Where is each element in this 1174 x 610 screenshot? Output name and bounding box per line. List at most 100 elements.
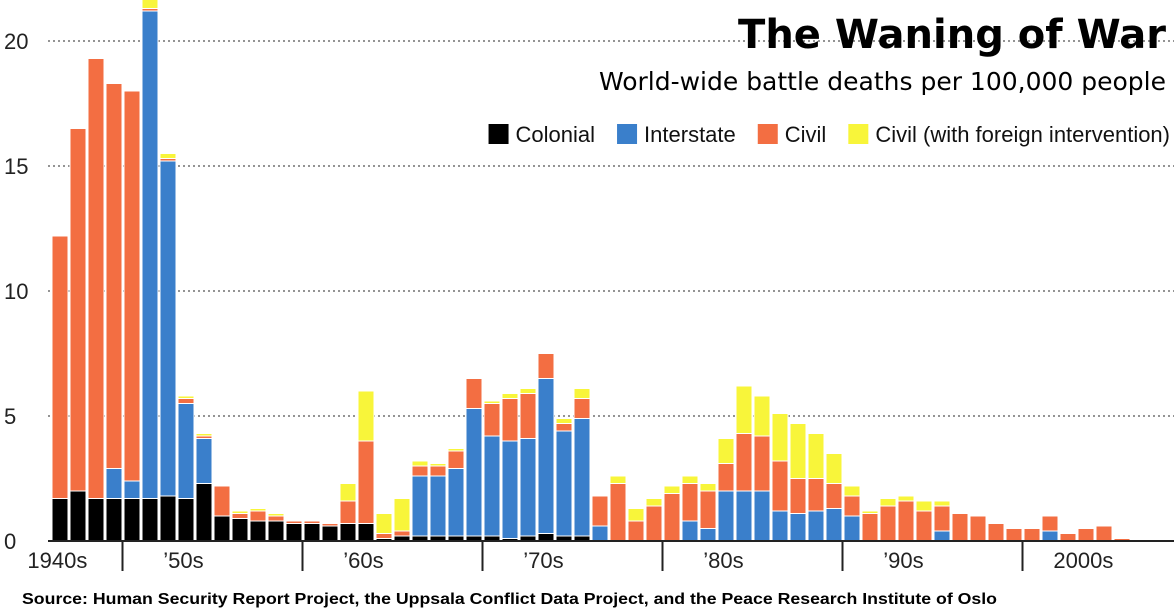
bar-1982-civil-with-foreign-intervention — [699, 483, 717, 492]
y-tick-label: 10 — [4, 279, 28, 304]
bar-1989-civil-with-foreign-intervention — [825, 453, 843, 484]
bar-1979-civil-with-foreign-intervention — [645, 498, 663, 507]
bar-1953-civil-with-foreign-intervention — [177, 395, 195, 399]
bar-1970-interstate — [483, 435, 501, 537]
bar-1982-interstate — [699, 528, 717, 542]
bar-1991-civil-with-foreign-intervention — [861, 510, 879, 514]
bar-1962-civil — [339, 500, 357, 524]
bar-1995-civil — [933, 505, 951, 532]
bar-1990-interstate — [843, 515, 861, 542]
bar-1984-civil-with-foreign-intervention — [735, 385, 753, 434]
bar-1960-colonial — [303, 523, 321, 542]
bar-1952-civil-with-foreign-intervention — [159, 153, 177, 159]
y-tick-label: 15 — [4, 154, 28, 179]
y-axis: 0 5 10 15 20 — [4, 29, 28, 554]
bar-1976-interstate — [591, 525, 609, 542]
bar-1955-colonial — [213, 515, 231, 542]
bar-1947-colonial — [69, 490, 87, 542]
bar-1966-civil-with-foreign-intervention — [411, 460, 429, 467]
bar-1964-civil — [375, 533, 393, 539]
bar-2003-civil — [1077, 528, 1095, 542]
bar-1983-civil — [717, 463, 735, 492]
bar-1984-civil — [735, 433, 753, 492]
bar-1975-civil — [573, 398, 591, 419]
legend-item-civil: Civil — [757, 122, 826, 147]
bar-1974-civil — [555, 423, 573, 432]
bar-1969-civil — [465, 378, 483, 409]
bar-1948-colonial — [87, 498, 105, 542]
bar-1983-interstate — [717, 490, 735, 542]
bar-1971-civil-with-foreign-intervention — [501, 393, 519, 399]
bar-1972-interstate — [519, 438, 537, 537]
bar-1949-colonial — [105, 498, 123, 542]
x-tick-label: ’90s — [883, 548, 923, 573]
bar-1979-civil — [645, 505, 663, 542]
x-axis: 1940s ’50s ’60s ’70s ’80s ’90s 2000s — [27, 540, 1174, 573]
bar-1963-civil — [357, 440, 375, 524]
x-tick-label: ’70s — [523, 548, 563, 573]
bar-1995-interstate — [933, 530, 951, 542]
bar-1956-civil — [231, 513, 249, 519]
source-note: Source: Human Security Report Project, t… — [22, 591, 997, 608]
bar-1972-civil-with-foreign-intervention — [519, 388, 537, 394]
bar-1981-interstate — [681, 520, 699, 542]
bar-1958-civil — [267, 515, 285, 522]
y-tick-label: 5 — [4, 404, 16, 429]
bar-1994-civil — [915, 510, 933, 542]
x-tick-label: ’60s — [343, 548, 383, 573]
legend-item-civil-with-foreign-intervention: Civil (with foreign intervention) — [848, 122, 1170, 147]
legend-label: Colonial — [516, 122, 596, 147]
bar-1985-interstate — [753, 490, 771, 542]
bar-1987-civil — [789, 478, 807, 514]
bar-1989-civil — [825, 483, 843, 509]
bar-1962-civil-with-foreign-intervention — [339, 483, 357, 502]
bar-1951-civil-with-foreign-intervention — [141, 0, 159, 9]
bar-1990-civil — [843, 495, 861, 517]
bar-1962-colonial — [339, 523, 357, 542]
bar-1968-civil — [447, 450, 465, 469]
bar-1973-interstate — [537, 378, 555, 534]
bar-1986-civil-with-foreign-intervention — [771, 413, 789, 462]
bar-1949-civil — [105, 83, 123, 469]
bar-1988-interstate — [807, 510, 825, 542]
bar-1970-civil — [483, 403, 501, 437]
bar-1950-civil — [123, 90, 141, 482]
legend-label: Interstate — [644, 122, 736, 147]
bar-1959-civil — [285, 520, 303, 524]
chart-title: The Waning of War — [738, 12, 1166, 58]
bar-1989-interstate — [825, 508, 843, 542]
legend-swatch — [757, 124, 778, 144]
bar-1981-civil — [681, 483, 699, 522]
y-tick-label: 20 — [4, 29, 28, 54]
bar-1957-civil-with-foreign-intervention — [249, 508, 267, 512]
bar-1954-interstate — [195, 438, 213, 484]
bar-1960-civil — [303, 520, 321, 524]
bar-1992-civil — [879, 505, 897, 542]
bar-1975-civil-with-foreign-intervention — [573, 388, 591, 399]
bar-1965-civil — [393, 530, 411, 537]
legend-swatch — [488, 124, 509, 144]
bar-1987-interstate — [789, 513, 807, 542]
bar-1967-civil — [429, 465, 447, 477]
bar-1985-civil — [753, 435, 771, 492]
bar-1952-colonial — [159, 495, 177, 542]
bar-1993-civil — [897, 500, 915, 542]
bar-1984-interstate — [735, 490, 753, 542]
bar-1992-civil-with-foreign-intervention — [879, 498, 897, 507]
bar-1977-civil — [609, 483, 627, 542]
x-tick-label: 1940s — [27, 548, 87, 573]
bar-1967-interstate — [429, 475, 447, 537]
bar-1950-interstate — [123, 480, 141, 499]
bar-1986-interstate — [771, 510, 789, 542]
bar-1949-interstate — [105, 468, 123, 499]
bar-1975-interstate — [573, 418, 591, 537]
bar-1974-interstate — [555, 430, 573, 537]
bar-1954-colonial — [195, 483, 213, 542]
bar-1946-civil — [51, 235, 69, 499]
bar-1955-civil — [213, 485, 231, 517]
bar-1977-civil-with-foreign-intervention — [609, 475, 627, 484]
bar-1958-civil-with-foreign-intervention — [267, 513, 285, 517]
bar-1978-civil-with-foreign-intervention — [627, 508, 645, 522]
bar-1959-colonial — [285, 523, 303, 542]
